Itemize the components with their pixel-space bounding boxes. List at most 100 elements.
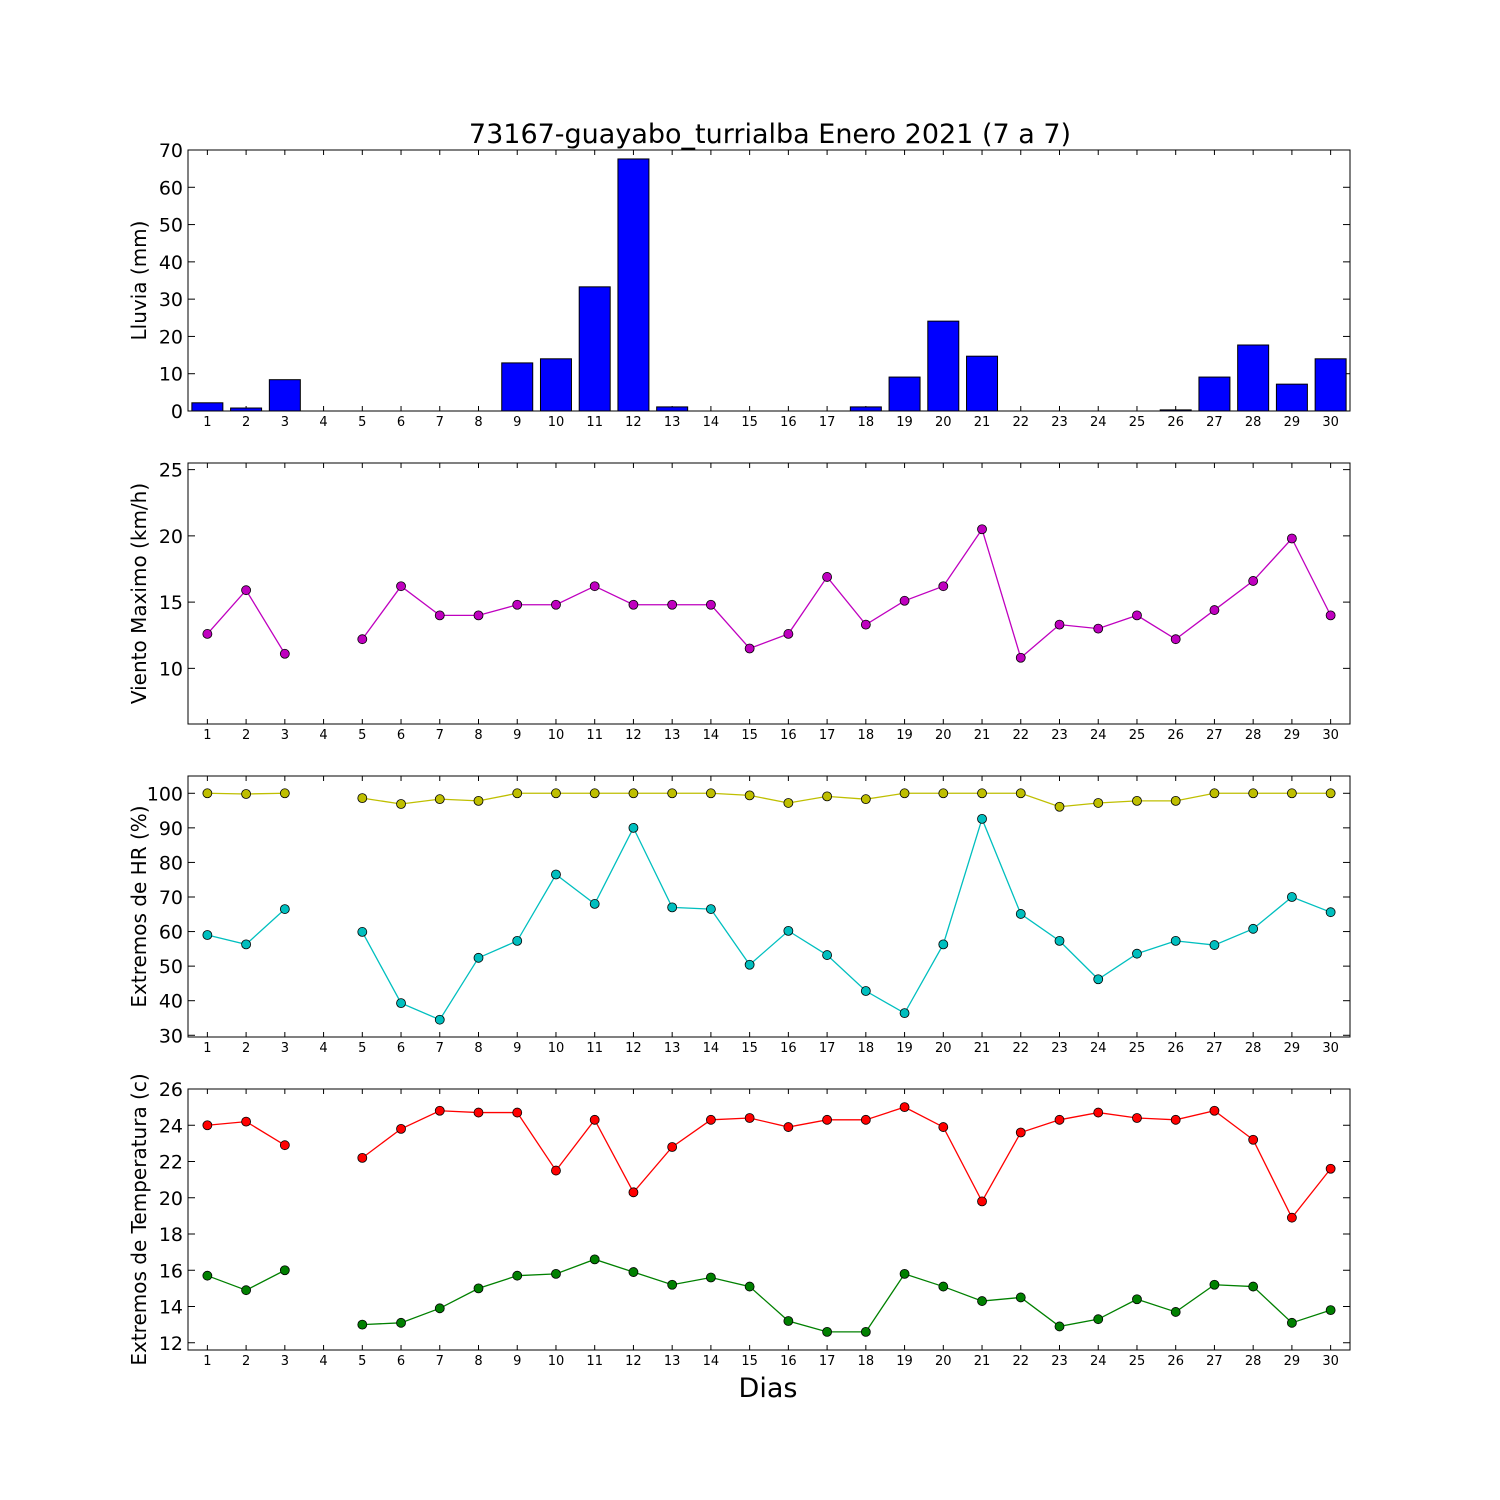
wind-series-1-point: [783, 629, 794, 639]
temperature-series-1-point: [899, 1102, 910, 1113]
humidity-series-2-line: [361, 816, 1331, 1021]
y-tick-label: 10: [159, 658, 183, 680]
x-tick-label: 28: [1245, 415, 1262, 430]
x-tick-label: 7: [436, 1041, 444, 1056]
rain-bar: [268, 379, 301, 412]
x-tick-label: 3: [281, 415, 289, 430]
x-tick-label: 29: [1284, 1041, 1301, 1056]
x-tick-label: 24: [1090, 415, 1107, 430]
humidity-series-1-point: [551, 788, 561, 799]
temperature-series-1-point: [744, 1113, 755, 1123]
x-tick-label: 30: [1322, 1041, 1339, 1056]
temperature-series-1-point: [1325, 1163, 1336, 1174]
humidity-series-1-point: [202, 788, 213, 799]
humidity-series-2-point: [1248, 923, 1259, 934]
y-tick-label: 22: [159, 1152, 183, 1174]
x-tick-label: 18: [858, 728, 875, 743]
x-tick-label: 28: [1245, 728, 1262, 743]
humidity-series-2-point: [1054, 935, 1065, 946]
wind-series-1-point: [822, 572, 832, 582]
y-tick-label: 80: [159, 852, 183, 874]
y-axis-label: Lluvia (mm): [127, 221, 151, 341]
humidity-series-1-point: [860, 794, 871, 805]
x-tick-label: 22: [1012, 1041, 1029, 1056]
y-tick-label: 40: [159, 991, 183, 1013]
x-tick-label: 26: [1167, 1041, 1184, 1056]
rain-bar: [191, 402, 224, 412]
wind-series-1-point: [667, 599, 678, 610]
humidity-series-2-point: [1209, 940, 1220, 950]
wind-series-1-point: [202, 629, 213, 639]
x-tick-label: 18: [858, 1041, 875, 1056]
x-tick-label: 8: [474, 1041, 482, 1056]
x-tick-label: 2: [242, 1041, 250, 1056]
humidity-series-1-point: [434, 794, 445, 805]
x-tick-label: 21: [974, 1041, 991, 1056]
x-tick-label: 8: [474, 728, 482, 743]
temperature-series-2-point: [396, 1317, 406, 1328]
humidity-series-2-point: [1170, 935, 1181, 946]
humidity-series-2-point: [1015, 909, 1026, 919]
x-tick-label: 24: [1090, 1041, 1107, 1056]
y-tick-label: 18: [159, 1224, 183, 1246]
temperature-series-1-point: [1248, 1134, 1259, 1145]
y-tick-label: 60: [159, 922, 183, 944]
y-tick-label: 40: [159, 252, 183, 274]
temperature-series-2-point: [512, 1270, 523, 1281]
temperature-series-1-point: [1170, 1114, 1181, 1125]
x-tick-label: 27: [1206, 415, 1223, 430]
x-tick-label: 15: [741, 1041, 758, 1056]
x-tick-label: 19: [896, 1041, 913, 1056]
x-tick-label: 23: [1051, 1354, 1068, 1369]
temperature-series-1-point: [473, 1107, 484, 1118]
humidity-series-1-point: [1093, 798, 1104, 808]
x-tick-label: 4: [319, 1354, 327, 1369]
x-tick-label: 23: [1051, 1041, 1068, 1056]
x-tick-label: 25: [1129, 1354, 1146, 1369]
x-tick-label: 26: [1167, 415, 1184, 430]
humidity-series-2-point: [977, 813, 987, 824]
temperature-series-1-point: [938, 1122, 949, 1132]
humidity-series-2-point: [1132, 948, 1142, 959]
temperature-series-2-point: [589, 1254, 600, 1265]
rain-bar: [927, 320, 960, 412]
x-tick-label: 11: [586, 1041, 603, 1056]
humidity-series-2-point: [434, 1014, 445, 1025]
temperature-series-2-point: [551, 1268, 561, 1279]
temperature-series-1-point: [822, 1114, 832, 1125]
wind-series-1-point: [589, 581, 600, 592]
humidity-series-2-point: [938, 939, 949, 950]
x-tick-label: 10: [548, 415, 565, 430]
temperature-series-2-point: [202, 1270, 213, 1281]
temperature-series-1-point: [1093, 1107, 1104, 1118]
x-tick-label: 4: [319, 1041, 327, 1056]
x-tick-label: 29: [1284, 728, 1301, 743]
y-tick-label: 30: [159, 1025, 183, 1047]
plot-frame: [187, 149, 1351, 412]
x-tick-label: 23: [1051, 415, 1068, 430]
humidity-series-1-point: [1248, 788, 1259, 799]
x-tick-label: 15: [741, 728, 758, 743]
x-tick-label: 20: [935, 415, 952, 430]
humidity-series-1-point: [783, 798, 794, 808]
humidity-series-1-point: [1170, 795, 1181, 806]
plot-frame: [187, 1088, 1351, 1351]
temperature-series-2-point: [938, 1281, 949, 1292]
x-tick-label: 17: [819, 415, 836, 430]
wind-series-1-point: [860, 619, 871, 630]
y-axis-label: Viento Maximo (km/h): [127, 483, 151, 704]
x-tick-label: 28: [1245, 1354, 1262, 1369]
x-tick-label: 9: [513, 1041, 521, 1056]
rain-bar: [1314, 358, 1347, 412]
temperature-series-2-point: [434, 1303, 445, 1314]
humidity-series-1-point: [744, 790, 755, 801]
temperature-series-2-point: [783, 1316, 794, 1326]
x-tick-label: 19: [896, 415, 913, 430]
humidity-series-1-line: [362, 792, 1331, 808]
wind-series-1-point: [628, 599, 639, 610]
y-tick-label: 100: [147, 783, 183, 805]
x-tick-label: 30: [1322, 1354, 1339, 1369]
wind-series-1-point: [1325, 610, 1336, 621]
